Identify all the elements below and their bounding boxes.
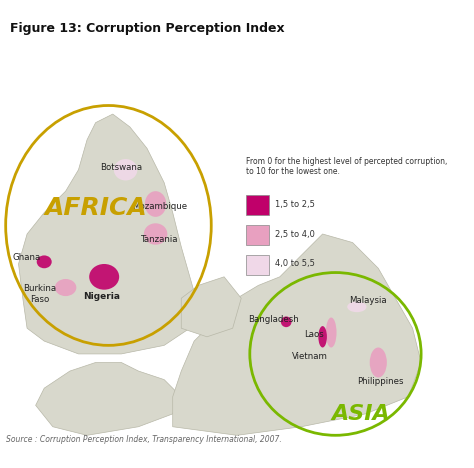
Text: ASIA: ASIA <box>332 404 391 424</box>
Ellipse shape <box>326 317 337 348</box>
Ellipse shape <box>370 348 387 378</box>
Text: AFRICA: AFRICA <box>44 196 147 220</box>
Polygon shape <box>181 277 241 337</box>
Ellipse shape <box>319 326 327 348</box>
Text: Laos: Laos <box>304 330 324 339</box>
Text: Bangladesh: Bangladesh <box>248 315 299 324</box>
Text: Nigeria: Nigeria <box>83 292 120 300</box>
Text: 2,5 to 4,0: 2,5 to 4,0 <box>275 229 315 239</box>
Ellipse shape <box>145 191 166 217</box>
Ellipse shape <box>281 316 292 327</box>
Text: Mozambique: Mozambique <box>132 202 187 211</box>
Ellipse shape <box>114 159 137 181</box>
Text: Botswana: Botswana <box>100 163 142 172</box>
Text: Ghana: Ghana <box>13 253 41 262</box>
Ellipse shape <box>36 256 52 268</box>
Text: Vietnam: Vietnam <box>292 351 328 360</box>
FancyBboxPatch shape <box>246 196 269 215</box>
Text: Burkina
Faso: Burkina Faso <box>23 284 56 304</box>
Ellipse shape <box>89 264 119 290</box>
Ellipse shape <box>347 301 366 312</box>
Polygon shape <box>36 363 181 435</box>
Text: From 0 for the highest level of percepted corruption,
to 10 for the lowest one.: From 0 for the highest level of percepte… <box>246 157 447 176</box>
Text: Tanzania: Tanzania <box>141 234 179 244</box>
Text: 4,0 to 5,5: 4,0 to 5,5 <box>275 259 315 269</box>
FancyBboxPatch shape <box>246 256 269 275</box>
Polygon shape <box>18 114 199 354</box>
Ellipse shape <box>55 279 76 296</box>
Text: Malaysia: Malaysia <box>349 296 386 305</box>
FancyBboxPatch shape <box>246 226 269 245</box>
Polygon shape <box>173 234 421 435</box>
Text: Figure 13: Corruption Perception Index: Figure 13: Corruption Perception Index <box>10 22 284 35</box>
Text: Source : Corruption Perception Index, Transparency International, 2007.: Source : Corruption Perception Index, Tr… <box>6 435 282 444</box>
Text: 1,5 to 2,5: 1,5 to 2,5 <box>275 199 315 209</box>
Ellipse shape <box>144 223 167 245</box>
Text: Philippines: Philippines <box>357 377 404 386</box>
